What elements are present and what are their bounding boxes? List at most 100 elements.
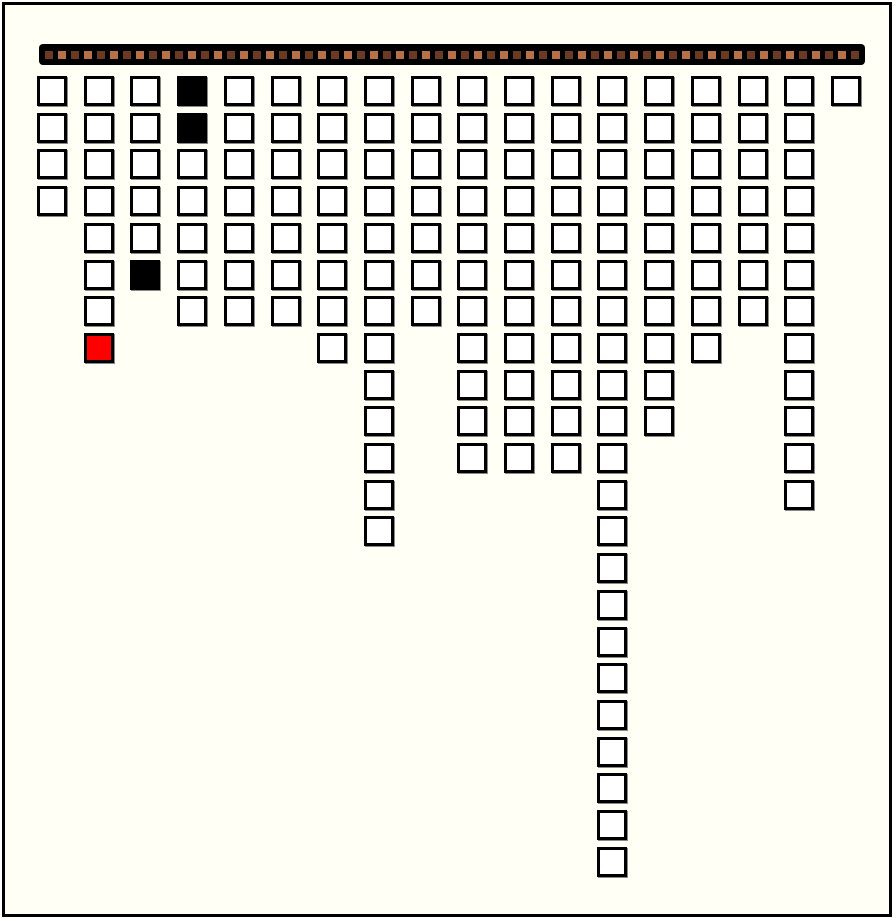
cell[interactable] [597, 332, 628, 363]
cell[interactable] [690, 296, 721, 327]
cell[interactable] [177, 186, 208, 217]
cell[interactable] [130, 76, 161, 106]
cell[interactable] [37, 149, 67, 180]
cell[interactable] [363, 406, 394, 437]
cell[interactable] [597, 222, 628, 253]
cell[interactable] [317, 296, 348, 327]
cell[interactable] [457, 112, 488, 143]
cell[interactable] [504, 186, 534, 217]
cell-black[interactable] [177, 112, 208, 143]
cell[interactable] [597, 846, 628, 877]
cell[interactable] [737, 222, 768, 253]
cell[interactable] [504, 296, 534, 327]
cell[interactable] [270, 186, 301, 217]
cell[interactable] [690, 259, 721, 290]
cell[interactable] [737, 149, 768, 180]
cell[interactable] [410, 222, 441, 253]
cell[interactable] [410, 149, 441, 180]
cell[interactable] [504, 332, 534, 363]
cell[interactable] [363, 443, 394, 473]
cell[interactable] [644, 332, 675, 363]
cell[interactable] [410, 112, 441, 143]
cell[interactable] [83, 222, 114, 253]
cell[interactable] [363, 516, 394, 547]
cell-red[interactable] [83, 332, 114, 363]
cell[interactable] [457, 222, 488, 253]
cell[interactable] [363, 332, 394, 363]
cell[interactable] [457, 443, 488, 473]
cell[interactable] [177, 296, 208, 327]
cell[interactable] [457, 296, 488, 327]
cell[interactable] [83, 259, 114, 290]
cell[interactable] [597, 626, 628, 657]
cell[interactable] [737, 112, 768, 143]
cell[interactable] [644, 222, 675, 253]
cell[interactable] [83, 112, 114, 143]
cell[interactable] [597, 699, 628, 730]
cell[interactable] [457, 149, 488, 180]
cell[interactable] [784, 76, 815, 106]
cell[interactable] [644, 296, 675, 327]
cell[interactable] [457, 332, 488, 363]
cell[interactable] [737, 186, 768, 217]
cell[interactable] [644, 186, 675, 217]
cell[interactable] [363, 186, 394, 217]
cell[interactable] [130, 112, 161, 143]
cell[interactable] [784, 406, 815, 437]
cell[interactable] [784, 149, 815, 180]
cell[interactable] [223, 186, 254, 217]
cell[interactable] [597, 773, 628, 804]
cell[interactable] [784, 443, 815, 473]
cell[interactable] [690, 332, 721, 363]
cell[interactable] [270, 296, 301, 327]
cell[interactable] [223, 222, 254, 253]
cell[interactable] [690, 186, 721, 217]
cell[interactable] [83, 186, 114, 217]
cell[interactable] [37, 186, 67, 217]
cell[interactable] [410, 186, 441, 217]
cell[interactable] [737, 296, 768, 327]
cell[interactable] [550, 369, 581, 400]
cell[interactable] [597, 736, 628, 767]
cell[interactable] [317, 332, 348, 363]
cell[interactable] [130, 186, 161, 217]
cell[interactable] [223, 76, 254, 106]
cell[interactable] [784, 296, 815, 327]
cell[interactable] [597, 369, 628, 400]
cell[interactable] [784, 222, 815, 253]
cell[interactable] [504, 369, 534, 400]
cell[interactable] [504, 222, 534, 253]
cell[interactable] [597, 112, 628, 143]
cell[interactable] [784, 369, 815, 400]
cell[interactable] [597, 443, 628, 473]
cell[interactable] [223, 296, 254, 327]
cell[interactable] [223, 112, 254, 143]
cell[interactable] [690, 149, 721, 180]
cell[interactable] [37, 76, 67, 106]
cell[interactable] [177, 222, 208, 253]
cell-black[interactable] [177, 76, 208, 106]
cell[interactable] [597, 516, 628, 547]
cell[interactable] [363, 479, 394, 510]
cell[interactable] [644, 259, 675, 290]
cell[interactable] [270, 76, 301, 106]
cell[interactable] [363, 222, 394, 253]
cell[interactable] [784, 186, 815, 217]
cell[interactable] [550, 149, 581, 180]
cell[interactable] [83, 296, 114, 327]
cell[interactable] [597, 296, 628, 327]
cell[interactable] [317, 149, 348, 180]
cell[interactable] [457, 369, 488, 400]
cell[interactable] [223, 259, 254, 290]
cell[interactable] [457, 259, 488, 290]
cell[interactable] [504, 443, 534, 473]
cell[interactable] [317, 259, 348, 290]
cell[interactable] [597, 663, 628, 694]
cell[interactable] [550, 443, 581, 473]
cell-black[interactable] [130, 259, 161, 290]
cell[interactable] [550, 76, 581, 106]
cell[interactable] [177, 259, 208, 290]
cell[interactable] [410, 76, 441, 106]
cell[interactable] [363, 112, 394, 143]
cell[interactable] [457, 406, 488, 437]
